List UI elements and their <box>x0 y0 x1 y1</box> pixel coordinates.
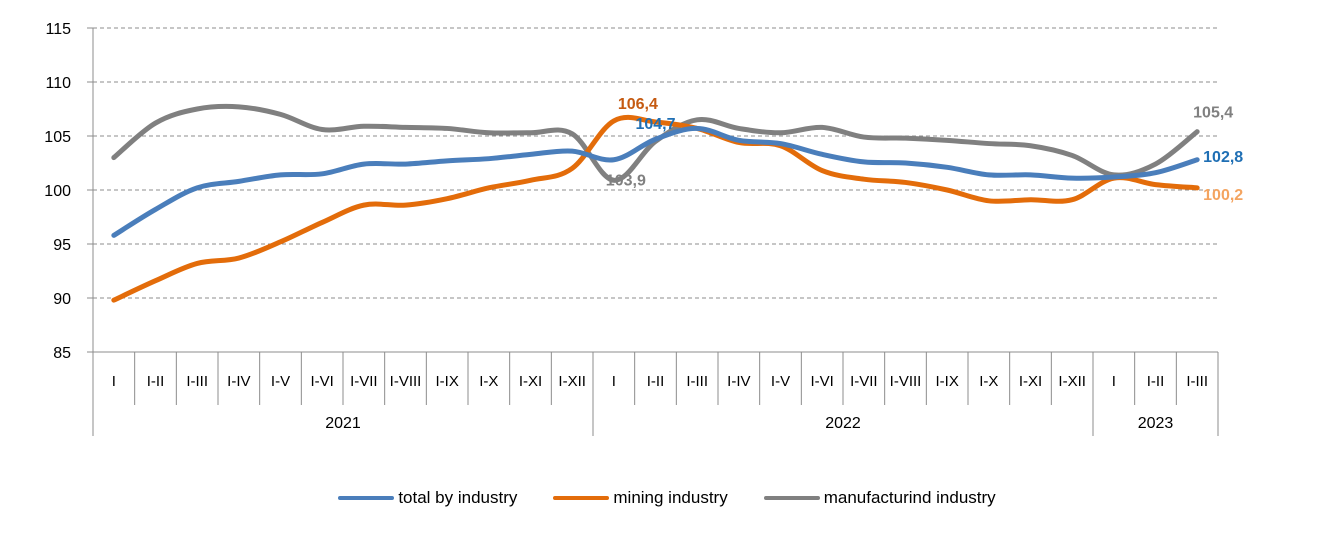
series-line-0 <box>111 125 1200 238</box>
legend-swatch-manufacturing <box>763 496 820 500</box>
legend-item-mining: mining industry <box>553 488 728 508</box>
legend-swatch-total <box>338 496 395 500</box>
series-line-1 <box>111 114 1200 303</box>
y-tick-labels: 85 90 95 100 105 110 115 <box>44 21 71 362</box>
data-label: 105,4 <box>1193 105 1233 122</box>
legend-item-total: total by industry <box>338 488 517 508</box>
legend: total by industry mining industry manufa… <box>0 488 1334 508</box>
legend-label-total: total by industry <box>398 488 518 507</box>
y-tick-label: 85 <box>53 345 71 362</box>
x-category-label: I-III <box>1186 373 1208 390</box>
x-category-label: I-XII <box>558 373 586 390</box>
x-category-label: I-III <box>186 373 208 390</box>
series-lines <box>111 103 1200 303</box>
x-category-label: I-V <box>771 373 790 390</box>
y-tick-label: 100 <box>44 183 71 200</box>
data-label: 106,4 <box>618 96 658 113</box>
axes <box>87 27 1219 436</box>
legend-label-mining: mining industry <box>613 488 728 507</box>
data-label: 102,8 <box>1203 149 1243 166</box>
grid-lines <box>93 27 1218 299</box>
x-category-label: I-IX <box>435 373 458 390</box>
y-tick-label: 95 <box>53 237 71 254</box>
y-tick-label: 105 <box>44 129 71 146</box>
x-category-label: I <box>1112 373 1116 390</box>
y-tick-label: 115 <box>45 21 71 38</box>
x-category-label: I-IX <box>935 373 958 390</box>
legend-label-manufacturing: manufacturind industry <box>823 488 996 507</box>
x-category-label: I-X <box>979 373 998 390</box>
x-category-label: I-II <box>1147 373 1165 390</box>
year-label: 2021 <box>325 415 361 432</box>
x-category-label: I-X <box>479 373 498 390</box>
legend-item-manufacturing: manufacturind industry <box>763 488 996 508</box>
x-category-label: I-VIII <box>390 373 422 390</box>
data-label: 103,9 <box>606 172 646 189</box>
data-label: 104,7 <box>635 116 675 133</box>
y-tick-label: 110 <box>45 75 71 92</box>
data-labels: 104,7 102,8 106,4 100,2 103,9 105,4 <box>606 96 1243 204</box>
x-category-label: I-II <box>647 373 665 390</box>
year-label: 2022 <box>825 415 861 432</box>
x-category-label: I-VI <box>310 373 333 390</box>
x-category-label: I <box>112 373 116 390</box>
x-category-label: I-II <box>147 373 165 390</box>
y-tick-label: 90 <box>53 291 71 308</box>
x-category-labels: I I-II I-III I-IV I-V I-VI I-VII I-VIII I-IX I-X I… <box>112 373 1208 390</box>
x-category-label: I-VI <box>810 373 833 390</box>
x-category-label: I-VII <box>850 373 878 390</box>
x-category-label: I-IV <box>227 373 250 390</box>
x-category-label: I-III <box>686 373 708 390</box>
x-category-label: I-VIII <box>890 373 922 390</box>
x-category-label: I-XII <box>1058 373 1086 390</box>
x-category-label: I-XI <box>519 373 542 390</box>
x-category-label: I <box>612 373 616 390</box>
data-label: 100,2 <box>1203 187 1243 204</box>
year-label: 2023 <box>1138 415 1174 432</box>
x-category-label: I-IV <box>727 373 750 390</box>
year-group-labels: 2021 2022 2023 <box>325 415 1173 432</box>
legend-swatch-mining <box>553 496 610 500</box>
x-category-label: I-XI <box>1019 373 1042 390</box>
x-category-label: I-VII <box>350 373 378 390</box>
x-category-label: I-V <box>271 373 290 390</box>
